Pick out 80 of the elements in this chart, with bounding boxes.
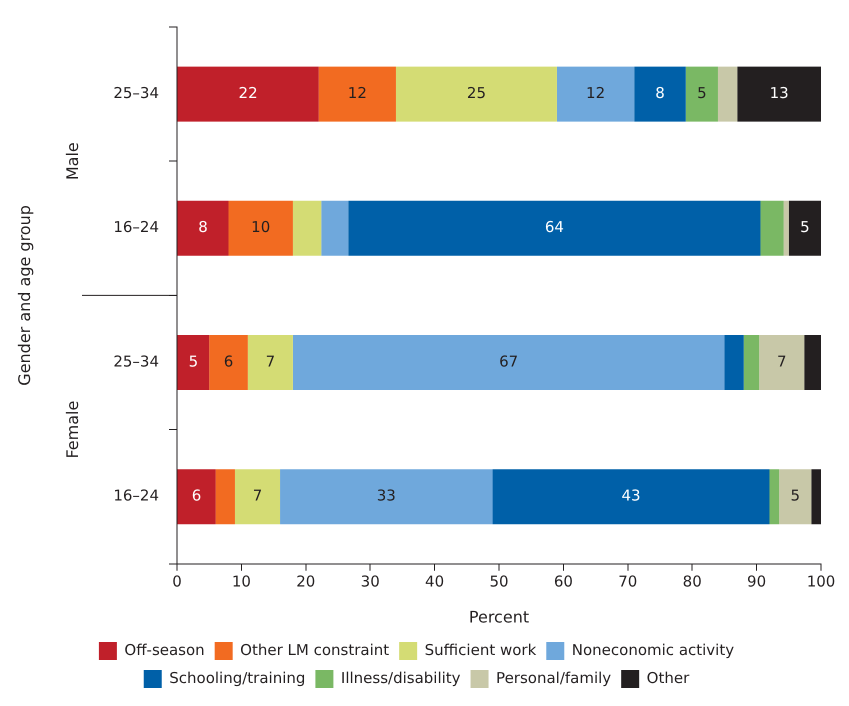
bar <box>804 334 821 390</box>
data-label: 43 <box>621 486 641 505</box>
x-tick-label: 100 <box>806 572 836 591</box>
legend-label: Personal/family <box>496 668 612 687</box>
data-label: 22 <box>238 84 258 102</box>
legend-label: Off-season <box>124 640 205 659</box>
data-label: 5 <box>790 486 800 505</box>
bar <box>760 200 784 256</box>
legend-label: Noneconomic activity <box>572 640 734 659</box>
bar <box>686 66 718 122</box>
x-tick-label: 20 <box>296 572 316 591</box>
bar <box>178 469 216 524</box>
data-label: 5 <box>800 218 810 236</box>
bar <box>234 469 280 524</box>
bar <box>348 200 760 256</box>
data-label: 25 <box>466 84 486 102</box>
x-tick-label: 80 <box>682 572 702 591</box>
bar <box>216 469 235 524</box>
data-label: 12 <box>348 84 367 102</box>
bar <box>784 200 789 256</box>
x-tick-label: 60 <box>554 572 573 591</box>
bar <box>292 200 322 256</box>
data-label: 8 <box>198 218 208 236</box>
bar <box>811 469 821 524</box>
y-axis-title: Gender and age group <box>14 205 34 386</box>
data-label: 64 <box>544 218 564 236</box>
bar <box>744 334 760 390</box>
legend-label: Other LM constraint <box>240 640 390 659</box>
x-axis-title: Percent <box>468 608 530 627</box>
bar <box>724 334 744 390</box>
bar <box>178 66 319 122</box>
bar <box>178 200 229 256</box>
bar <box>178 334 210 390</box>
y-tick-label: 16–24 <box>113 218 159 236</box>
bar <box>556 66 634 122</box>
bar <box>228 200 293 256</box>
x-tick-label: 40 <box>425 572 444 591</box>
data-label: 7 <box>776 352 786 370</box>
bar <box>292 334 724 390</box>
bar <box>248 334 293 390</box>
y-tick-label: 25–34 <box>113 352 159 370</box>
x-tick-label: 30 <box>360 572 380 591</box>
data-label: 6 <box>192 486 202 505</box>
data-label: 10 <box>251 218 270 236</box>
legend-label: Schooling/training <box>169 668 306 687</box>
bar <box>718 66 738 122</box>
bar <box>318 66 396 122</box>
data-label: 5 <box>188 352 198 370</box>
x-tick-label: 0 <box>172 572 182 591</box>
data-label: 7 <box>252 486 262 505</box>
y-tick-label: 16–24 <box>113 486 159 505</box>
bar <box>321 200 348 256</box>
x-tick-label: 50 <box>489 572 509 591</box>
x-tick-label: 10 <box>232 572 251 591</box>
data-label: 12 <box>586 84 606 102</box>
bar <box>396 66 557 122</box>
bar <box>209 334 248 390</box>
bar <box>779 469 812 524</box>
bar <box>769 469 780 524</box>
legend-label: Sufficient work <box>424 640 537 659</box>
bar <box>788 200 821 256</box>
data-label: 13 <box>770 84 789 102</box>
y-tick-label: 25–34 <box>113 84 159 102</box>
data-label: 6 <box>224 352 234 370</box>
text: Male <box>63 142 82 180</box>
bar <box>759 334 804 390</box>
data-label: 67 <box>499 352 518 370</box>
legend-label: Other <box>646 668 690 687</box>
data-label: 8 <box>655 84 665 102</box>
text: Female <box>63 400 82 459</box>
data-label: 33 <box>376 486 396 505</box>
bar <box>280 469 493 524</box>
bar <box>492 469 770 524</box>
bar <box>737 66 821 122</box>
x-tick-label: 90 <box>747 572 766 591</box>
x-tick-label: 70 <box>618 572 638 591</box>
data-label: 5 <box>697 84 707 102</box>
data-label: 7 <box>266 352 276 370</box>
legend-label: Illness/disability <box>340 668 461 687</box>
bar <box>634 66 686 122</box>
